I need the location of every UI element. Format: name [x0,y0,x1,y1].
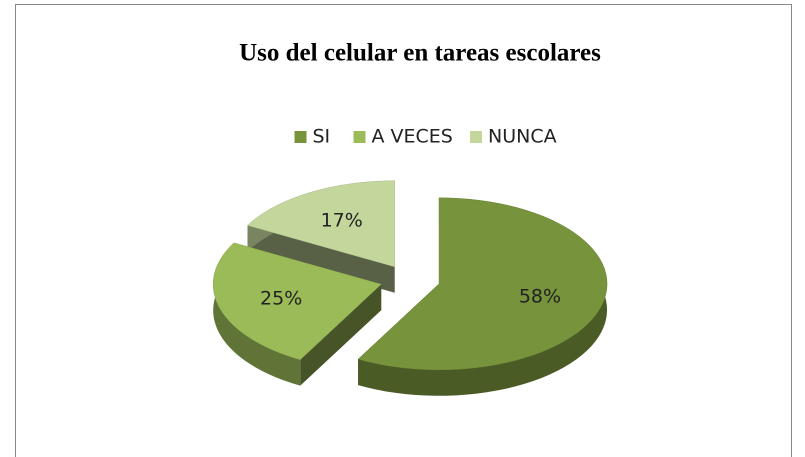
data-label: 17% [321,209,363,231]
slice-side [247,225,395,293]
pie-slice [212,242,382,360]
chart-title: Uso del celular en tareas escolares [239,40,601,67]
legend-label: NUNCA [488,126,557,148]
data-label: 25% [260,288,302,310]
legend-label: A VECES [372,126,453,148]
slice-side [300,284,382,386]
pie-slice [357,197,608,371]
slice-side [358,197,608,396]
legend-swatch [353,131,366,143]
pie-slice [247,180,395,268]
data-label: 58% [519,286,561,308]
legend-swatch [294,131,307,143]
legend-label: SI [313,126,331,148]
legend-swatch [470,131,482,143]
slice-side [213,242,301,386]
